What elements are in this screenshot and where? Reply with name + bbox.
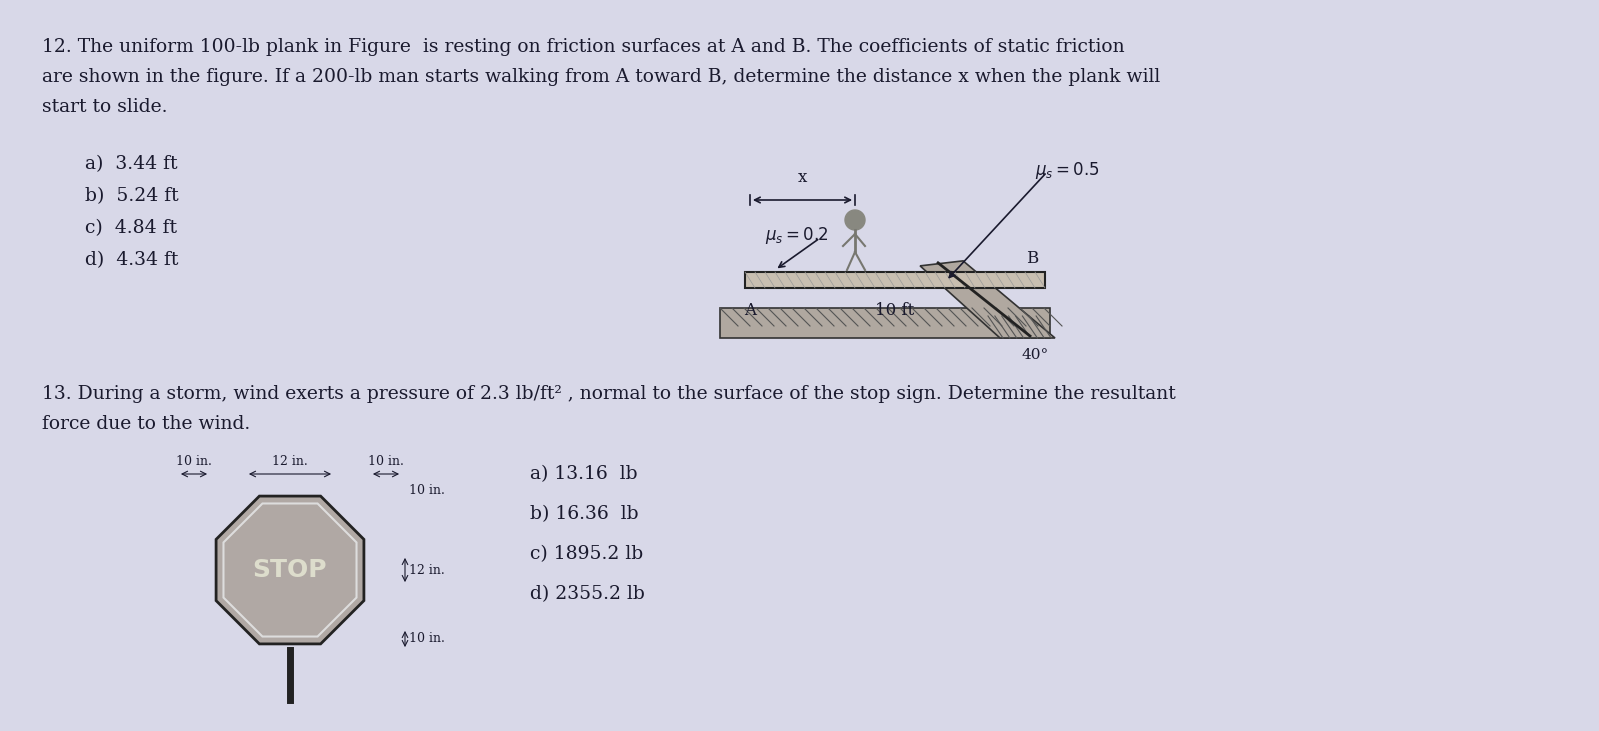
Text: 40°: 40° bbox=[1022, 348, 1049, 362]
Text: 10 in.: 10 in. bbox=[409, 632, 445, 645]
Text: 12. The uniform 100-lb plank in Figure  is resting on friction surfaces at A and: 12. The uniform 100-lb plank in Figure i… bbox=[42, 38, 1124, 56]
Polygon shape bbox=[720, 308, 1051, 338]
Polygon shape bbox=[216, 496, 365, 644]
Text: start to slide.: start to slide. bbox=[42, 98, 168, 116]
Text: $\mu_s = 0.5$: $\mu_s = 0.5$ bbox=[1035, 160, 1100, 181]
Text: a)  3.44 ft: a) 3.44 ft bbox=[85, 155, 177, 173]
Text: A: A bbox=[744, 302, 756, 319]
Text: 10 in.: 10 in. bbox=[409, 483, 445, 496]
Text: 10 in.: 10 in. bbox=[176, 455, 213, 468]
Text: 13. During a storm, wind exerts a pressure of 2.3 lb/ft² , normal to the surface: 13. During a storm, wind exerts a pressu… bbox=[42, 385, 1175, 403]
Text: d) 2355.2 lb: d) 2355.2 lb bbox=[529, 585, 644, 603]
Text: b)  5.24 ft: b) 5.24 ft bbox=[85, 187, 179, 205]
Text: $\mu_s = 0.2$: $\mu_s = 0.2$ bbox=[764, 225, 828, 246]
Text: 12 in.: 12 in. bbox=[272, 455, 309, 468]
Text: a) 13.16  lb: a) 13.16 lb bbox=[529, 465, 638, 483]
Text: c)  4.84 ft: c) 4.84 ft bbox=[85, 219, 177, 237]
Text: 10 ft: 10 ft bbox=[875, 302, 915, 319]
Text: 10 in.: 10 in. bbox=[368, 455, 405, 468]
Text: force due to the wind.: force due to the wind. bbox=[42, 415, 251, 433]
Text: are shown in the figure. If a 200-lb man starts walking from A toward B, determi: are shown in the figure. If a 200-lb man… bbox=[42, 68, 1161, 86]
Text: x: x bbox=[798, 169, 807, 186]
Text: b) 16.36  lb: b) 16.36 lb bbox=[529, 505, 638, 523]
Text: d)  4.34 ft: d) 4.34 ft bbox=[85, 251, 179, 269]
Text: 12 in.: 12 in. bbox=[409, 564, 445, 577]
Polygon shape bbox=[919, 261, 1055, 338]
Polygon shape bbox=[745, 272, 1046, 288]
Text: c) 1895.2 lb: c) 1895.2 lb bbox=[529, 545, 643, 563]
Text: STOP: STOP bbox=[253, 558, 328, 582]
Circle shape bbox=[844, 210, 865, 230]
Text: B: B bbox=[1027, 250, 1038, 267]
